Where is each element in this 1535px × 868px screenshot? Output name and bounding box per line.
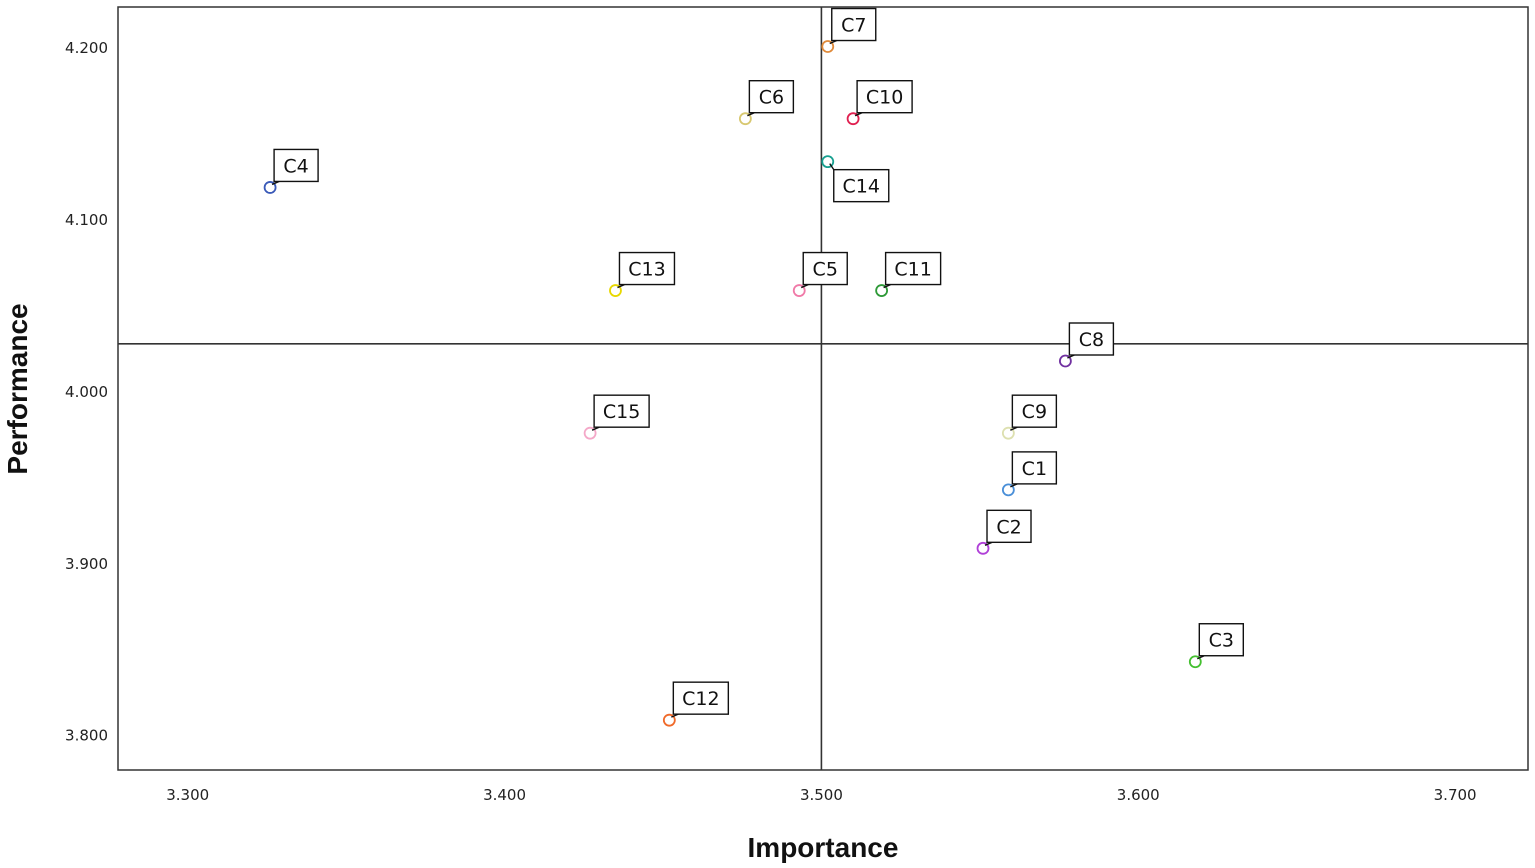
x-tick-label: 3.300: [166, 786, 209, 804]
label-text: C15: [603, 401, 640, 423]
label-leader-line: [829, 163, 835, 171]
point-label-c6: C6: [747, 80, 795, 117]
y-tick-label: 4.000: [65, 383, 108, 401]
y-tick-label: 4.100: [65, 211, 108, 229]
label-text: C2: [996, 516, 1021, 538]
label-text: C8: [1079, 329, 1104, 351]
point-labels: C1 C2 C3 C4 C5 C6 C7 C8 C9 C10 C11 C12 C13 C14 C15: [271, 7, 1245, 718]
label-text: C12: [682, 688, 719, 710]
x-tick-label: 3.600: [1117, 786, 1160, 804]
x-axis-title: Importance: [748, 832, 899, 863]
point-label-c4: C4: [271, 148, 319, 186]
plot-frame: [117, 6, 1529, 771]
label-text: C3: [1209, 630, 1234, 652]
label-box: [618, 251, 676, 286]
label-text: C7: [841, 15, 866, 37]
label-box: [748, 80, 795, 114]
label-text: C1: [1022, 458, 1047, 480]
reference-lines: [118, 7, 1528, 770]
label-box: [856, 80, 913, 114]
y-tick-label: 3.900: [65, 555, 108, 573]
point-label-c11: C11: [883, 251, 942, 289]
label-text: C11: [894, 259, 931, 281]
y-axis-title: Performance: [2, 303, 33, 474]
label-box: [672, 681, 730, 715]
point-label-c1: C1: [1010, 451, 1058, 488]
point-label-c2: C2: [984, 509, 1032, 546]
label-box: [1068, 322, 1115, 356]
point-label-c3: C3: [1197, 623, 1245, 660]
y-tick-label: 3.800: [65, 727, 108, 745]
point-label-c7: C7: [829, 7, 877, 45]
label-box: [273, 148, 319, 183]
label-box: [802, 251, 848, 286]
label-text: C5: [813, 259, 838, 281]
point-label-c5: C5: [800, 251, 848, 289]
label-box: [833, 168, 890, 203]
label-text: C9: [1022, 401, 1047, 423]
point-label-c15: C15: [591, 394, 650, 431]
y-axis-ticks: 3.800 3.900 4.000 4.100 4.200: [65, 39, 108, 744]
label-text: C13: [628, 259, 665, 281]
y-tick-label: 4.200: [65, 39, 108, 57]
point-label-c9: C9: [1010, 394, 1058, 431]
x-tick-label: 3.500: [800, 786, 843, 804]
point-label-c10: C10: [854, 80, 913, 117]
label-box: [593, 394, 650, 428]
point-label-c12: C12: [671, 681, 730, 718]
x-tick-label: 3.700: [1434, 786, 1477, 804]
label-text: C6: [759, 87, 784, 109]
x-axis-ticks: 3.300 3.400 3.500 3.600 3.700: [166, 786, 1476, 804]
label-text: C14: [843, 176, 880, 198]
point-label-c14: C14: [829, 163, 890, 203]
point-label-c8: C8: [1067, 322, 1115, 359]
label-box: [884, 251, 942, 286]
point-label-c13: C13: [617, 251, 676, 289]
label-box: [1011, 451, 1058, 485]
label-text: C10: [866, 87, 903, 109]
label-box: [986, 509, 1032, 544]
label-box: [1198, 623, 1245, 657]
label-text: C4: [283, 155, 308, 177]
x-tick-label: 3.400: [483, 786, 526, 804]
label-box: [1011, 394, 1058, 428]
label-box: [831, 7, 877, 42]
